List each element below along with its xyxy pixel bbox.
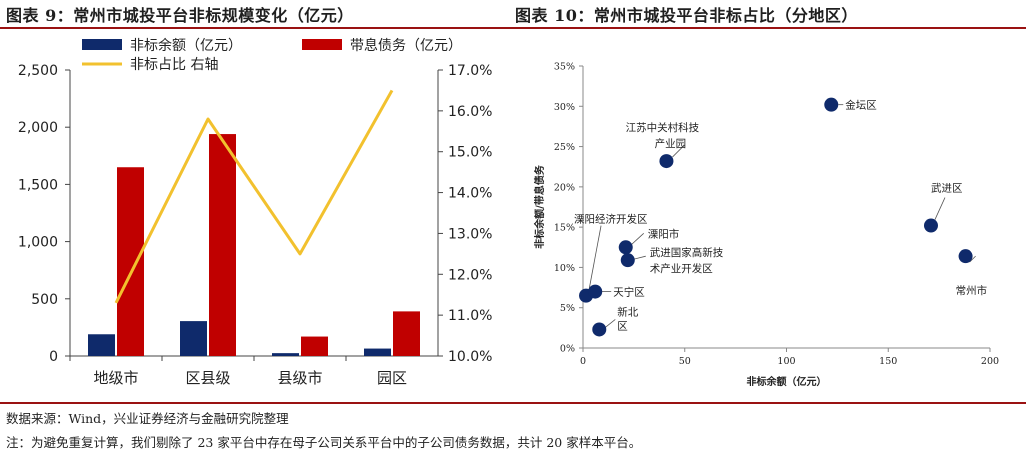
label-leader-line [605, 319, 616, 328]
x-axis-title: 非标余额（亿元） [747, 375, 827, 388]
y-tick-label: 10% [554, 263, 575, 274]
point-label: 溧阳经济开发区 [574, 213, 648, 226]
point-label: 天宁区 [613, 286, 644, 299]
scatter-point [588, 284, 603, 299]
label-leader-line [588, 225, 602, 290]
x-tick-label: 地级市 [93, 369, 138, 387]
point-label: 新北区 [617, 305, 638, 332]
point-label: 常州市 [956, 284, 988, 297]
point-label: 武进国家高新技术产业开发区 [650, 246, 724, 275]
y-tick-label-right: 15.0% [448, 145, 492, 161]
legend-label: 非标占比 右轴 [130, 57, 218, 73]
y-tick-label-right: 12.0% [448, 267, 492, 283]
point-label: 金坛区 [845, 99, 877, 112]
y-tick-label-right: 10.0% [448, 349, 492, 365]
label-leader-line [633, 255, 646, 260]
point-label: 溧阳市 [648, 227, 680, 240]
x-tick-label: 150 [879, 356, 897, 367]
x-tick-label: 区县级 [185, 369, 230, 387]
x-tick-label: 县级市 [277, 369, 322, 387]
x-tick-label: 0 [580, 356, 586, 367]
y-tick-label: 35% [554, 62, 575, 73]
line-non-standard-ratio [114, 89, 394, 304]
y-tick-label: 5% [560, 303, 575, 314]
legend-swatch-red [302, 39, 342, 50]
legend-label: 带息债务（亿元） [350, 37, 462, 54]
y-tick-label-left: 0 [49, 349, 58, 365]
y-tick-label: 0% [560, 344, 575, 355]
scatter-chart: 0% 5% 10% 15% 20% 25% 30% 35% 0 50 100 150 200 非标余额（亿… [533, 62, 999, 389]
y-tick-label-right: 14.0% [448, 186, 492, 202]
chart-title-left: 图表 9：常州市城投平台非标规模变化（亿元） [6, 6, 354, 25]
y-tick-label-right: 17.0% [448, 63, 492, 79]
x-tick-label: 100 [777, 356, 795, 367]
y-axis-title: 非标余额/带息债务 [533, 164, 546, 249]
y-tick-label: 20% [554, 182, 575, 193]
point-label: 江苏中关村科技产业园 [626, 121, 700, 150]
y-tick-label: 30% [554, 102, 575, 113]
bar-line-chart: 0 500 1,000 1,500 2,000 2,500 10.0% 11.0% 12.0% 1… [18, 37, 493, 387]
bar-interest-bearing-debt [117, 167, 144, 356]
bar-non-standard-balance [88, 334, 115, 356]
scatter-point [923, 218, 938, 233]
label-leader-line [934, 197, 946, 220]
bar-interest-bearing-debt [209, 134, 236, 356]
scatter-point [592, 322, 607, 337]
bar-non-standard-balance [272, 353, 299, 356]
source-note: 数据来源：Wind，兴业证券经济与金融研究院整理 [6, 411, 289, 426]
y-tick-label-left: 1,500 [18, 177, 58, 193]
label-leader-line [631, 232, 645, 245]
x-tick-label: 200 [981, 356, 999, 367]
bar-interest-bearing-debt [393, 311, 420, 356]
point-label: 武进区 [931, 182, 963, 195]
label-leader-line [969, 255, 976, 263]
y-tick-label-left: 2,500 [18, 63, 58, 79]
footnote: 注：为避免重复计算，我们剔除了 23 家平台中存在母子公司关系平台中的子公司债务… [6, 435, 642, 450]
scatter-point [824, 97, 839, 112]
y-tick-label-left: 2,000 [18, 120, 58, 136]
y-tick-label-left: 500 [31, 292, 58, 308]
scatter-point [659, 154, 674, 169]
label-leader-line [672, 144, 685, 158]
scatter-point [958, 249, 973, 264]
y-tick-label: 25% [554, 142, 575, 153]
y-tick-label-right: 13.0% [448, 226, 492, 242]
x-tick-label: 园区 [377, 369, 407, 387]
chart-title-right: 图表 10：常州市城投平台非标占比（分地区） [515, 6, 858, 25]
bar-non-standard-balance [180, 321, 207, 356]
bar-interest-bearing-debt [301, 336, 328, 356]
y-tick-label: 15% [554, 223, 575, 234]
legend-swatch-navy [82, 39, 122, 50]
y-tick-label-right: 16.0% [448, 104, 492, 120]
bottom-divider [0, 402, 1026, 404]
x-tick-label: 50 [679, 356, 691, 367]
y-tick-label-left: 1,000 [18, 235, 58, 251]
y-tick-label-right: 11.0% [448, 308, 492, 324]
scatter-point [618, 240, 633, 255]
scatter-point [620, 253, 635, 268]
legend-label: 非标余额（亿元） [130, 37, 242, 54]
top-divider [0, 27, 1026, 29]
bar-non-standard-balance [364, 348, 391, 356]
